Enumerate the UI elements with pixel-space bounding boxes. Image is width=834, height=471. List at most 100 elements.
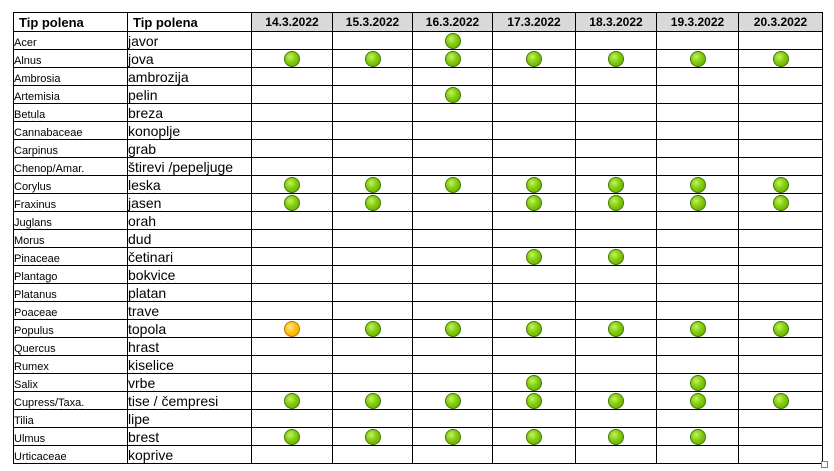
date-cell <box>492 103 576 122</box>
date-cell <box>332 265 413 284</box>
date-cell <box>412 301 493 320</box>
green-dot-icon <box>689 320 706 337</box>
green-dot-icon <box>608 428 624 445</box>
local-name-cell: dud <box>127 229 252 248</box>
date-cell <box>251 157 333 176</box>
green-dot-icon <box>284 428 300 445</box>
date-cell <box>332 85 413 104</box>
header-date: 15.3.2022 <box>332 12 413 32</box>
date-cell <box>492 409 576 428</box>
date-cell <box>738 265 823 284</box>
table-row: Poaceae trave <box>13 301 823 320</box>
latin-name: Poaceae <box>14 307 58 319</box>
date-cell <box>738 175 823 194</box>
date-cell <box>332 67 413 86</box>
date-cell <box>492 247 576 266</box>
local-name: koprive <box>128 447 174 463</box>
date-cell <box>492 283 576 302</box>
green-dot-icon <box>284 176 300 193</box>
local-name: bokvice <box>128 267 176 283</box>
local-name: breza <box>128 105 164 121</box>
green-dot-icon <box>608 392 624 409</box>
date-cell <box>738 193 823 212</box>
date-cell <box>251 445 333 464</box>
yellow-dot-icon <box>284 320 300 337</box>
header-date: 19.3.2022 <box>656 12 739 32</box>
date-cell <box>656 193 739 212</box>
date-cell <box>412 373 493 392</box>
local-name-cell: kiselice <box>127 355 252 374</box>
latin-name: Urticaceae <box>14 451 67 463</box>
table-row: Artemisia pelin <box>13 85 823 104</box>
latin-name: Salix <box>14 379 38 391</box>
table-row: Rumex kiselice <box>13 355 823 374</box>
table-row: Ulmus brest <box>13 427 823 446</box>
green-dot-icon <box>772 320 789 337</box>
table-row: Alnus jova <box>13 49 823 68</box>
latin-name-cell: Cupress/Taxa. <box>13 391 128 410</box>
local-name: trave <box>128 303 160 319</box>
green-dot-icon <box>526 320 542 337</box>
green-dot-icon <box>284 50 300 67</box>
green-dot-icon <box>284 392 300 409</box>
latin-name-cell: Populus <box>13 319 128 338</box>
latin-name-cell: Cannabaceae <box>13 121 128 140</box>
date-cell <box>738 121 823 140</box>
local-name-cell: hrast <box>127 337 252 356</box>
date-cell <box>251 31 333 50</box>
date-cell <box>251 229 333 248</box>
date-cell <box>412 265 493 284</box>
latin-name: Quercus <box>14 343 56 355</box>
date-cell <box>575 391 657 410</box>
date-cell <box>656 157 739 176</box>
latin-name-cell: Artemisia <box>13 85 128 104</box>
green-dot-icon <box>526 194 542 211</box>
table-row: Betula breza <box>13 103 823 122</box>
date-cell <box>332 157 413 176</box>
date-cell <box>412 139 493 158</box>
date-cell <box>251 337 333 356</box>
date-cell <box>251 355 333 374</box>
local-name-cell: konoplje <box>127 121 252 140</box>
latin-name: Morus <box>14 235 45 247</box>
date-cell <box>251 409 333 428</box>
date-cell <box>412 445 493 464</box>
date-cell <box>332 121 413 140</box>
date-cell <box>656 445 739 464</box>
date-cell <box>575 355 657 374</box>
date-cell <box>412 67 493 86</box>
date-cell <box>492 301 576 320</box>
green-dot-icon <box>526 248 542 265</box>
local-name-cell: koprive <box>127 445 252 464</box>
latin-name-cell: Chenop/Amar. <box>13 157 128 176</box>
date-cell <box>251 85 333 104</box>
local-name-cell: lipe <box>127 409 252 428</box>
date-cell <box>412 103 493 122</box>
local-name: vrbe <box>128 375 156 391</box>
date-cell <box>492 85 576 104</box>
date-cell <box>738 103 823 122</box>
date-cell <box>738 85 823 104</box>
table-resize-handle[interactable] <box>821 461 828 468</box>
latin-name-cell: Carpinus <box>13 139 128 158</box>
date-cell <box>251 67 333 86</box>
date-cell <box>412 427 493 446</box>
date-cell <box>332 229 413 248</box>
date-cell <box>575 427 657 446</box>
latin-name-cell: Juglans <box>13 211 128 230</box>
date-cell <box>738 229 823 248</box>
date-cell <box>492 319 576 338</box>
local-name-cell: trave <box>127 301 252 320</box>
date-cell <box>412 283 493 302</box>
date-cell <box>492 427 576 446</box>
date-cell <box>738 319 823 338</box>
latin-name-cell: Corylus <box>13 175 128 194</box>
local-name-cell: grab <box>127 139 252 158</box>
local-name-cell: javor <box>127 31 252 50</box>
date-cell <box>656 49 739 68</box>
date-cell <box>656 409 739 428</box>
date-cell <box>412 337 493 356</box>
date-cell <box>738 67 823 86</box>
local-name-cell: pelin <box>127 85 252 104</box>
green-dot-icon <box>608 176 624 193</box>
